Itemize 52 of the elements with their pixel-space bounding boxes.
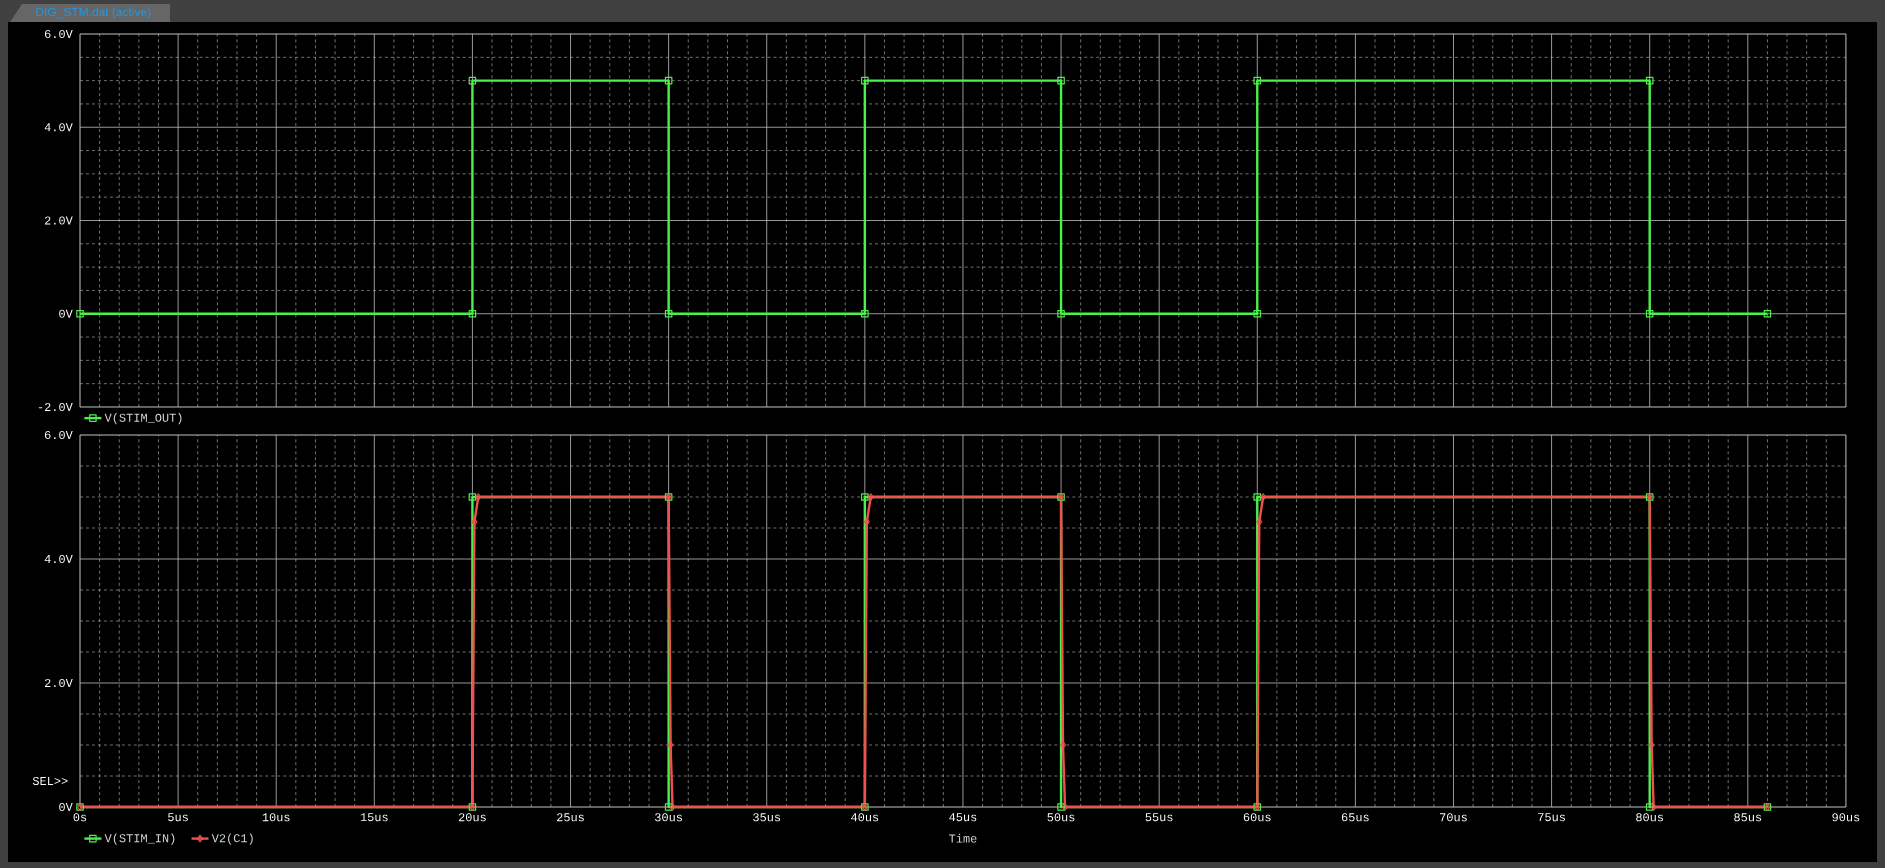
x-tick-label: 75us	[1538, 813, 1565, 822]
point	[1645, 803, 1654, 811]
y-tick-label: 4.0V	[44, 554, 73, 564]
legend-label: V2(C1)	[211, 833, 253, 845]
x-tick-label: 65us	[1341, 813, 1369, 822]
x-tick-label: 90us	[1832, 813, 1860, 822]
point	[1648, 741, 1655, 749]
point	[1061, 803, 1068, 811]
x-tick-label: 35us	[753, 813, 781, 822]
y-tick-label: 4.0V	[44, 123, 73, 132]
x-tick-label: 85us	[1734, 813, 1762, 822]
point	[1256, 518, 1263, 526]
x-tick-label: 10us	[262, 813, 290, 822]
y-tick-label: 0V	[59, 802, 73, 812]
point	[1057, 803, 1065, 811]
point	[1260, 493, 1267, 501]
point	[475, 493, 482, 501]
x-tick-label: 30us	[655, 813, 682, 822]
point	[471, 518, 478, 526]
x-tick-label: 40us	[851, 813, 879, 822]
point	[1650, 803, 1657, 811]
x-tick-label: 60us	[1243, 813, 1271, 822]
point	[669, 803, 676, 811]
y-tick-label: 2.0V	[44, 216, 73, 225]
x-tick-label: 80us	[1636, 813, 1664, 822]
point	[1253, 493, 1262, 501]
x-axis-title: Time	[949, 833, 977, 843]
point	[867, 493, 874, 501]
x-tick-label: 50us	[1047, 813, 1075, 822]
x-tick-label: 15us	[360, 813, 388, 822]
legend-label: V(STIM_OUT)	[104, 413, 182, 425]
chart-title: DIG_STM.dat (active)	[36, 7, 151, 19]
legend-label: V(STIM_IN)	[104, 833, 175, 845]
text: SEL>>	[32, 776, 68, 786]
x-tick-label: 45us	[949, 813, 977, 822]
x-tick-label: 20us	[458, 813, 486, 822]
x-tick-label: 5us	[168, 813, 188, 822]
x-tick-label: 0s	[73, 813, 87, 822]
y-tick-label: -2.0V	[38, 402, 73, 412]
y-tick-label: 0V	[59, 309, 73, 318]
x-tick-label: 55us	[1145, 813, 1173, 822]
point	[667, 741, 674, 749]
y-tick-label: 2.0V	[44, 678, 73, 688]
point	[664, 803, 673, 811]
point	[861, 493, 869, 501]
point	[468, 493, 477, 501]
y-tick-label: 6.0V	[44, 29, 73, 39]
point	[1060, 741, 1067, 749]
x-tick-label: 70us	[1440, 813, 1467, 822]
x-tick-label: 25us	[557, 813, 584, 822]
point	[863, 518, 870, 526]
y-tick-label: 6.0V	[44, 430, 73, 440]
